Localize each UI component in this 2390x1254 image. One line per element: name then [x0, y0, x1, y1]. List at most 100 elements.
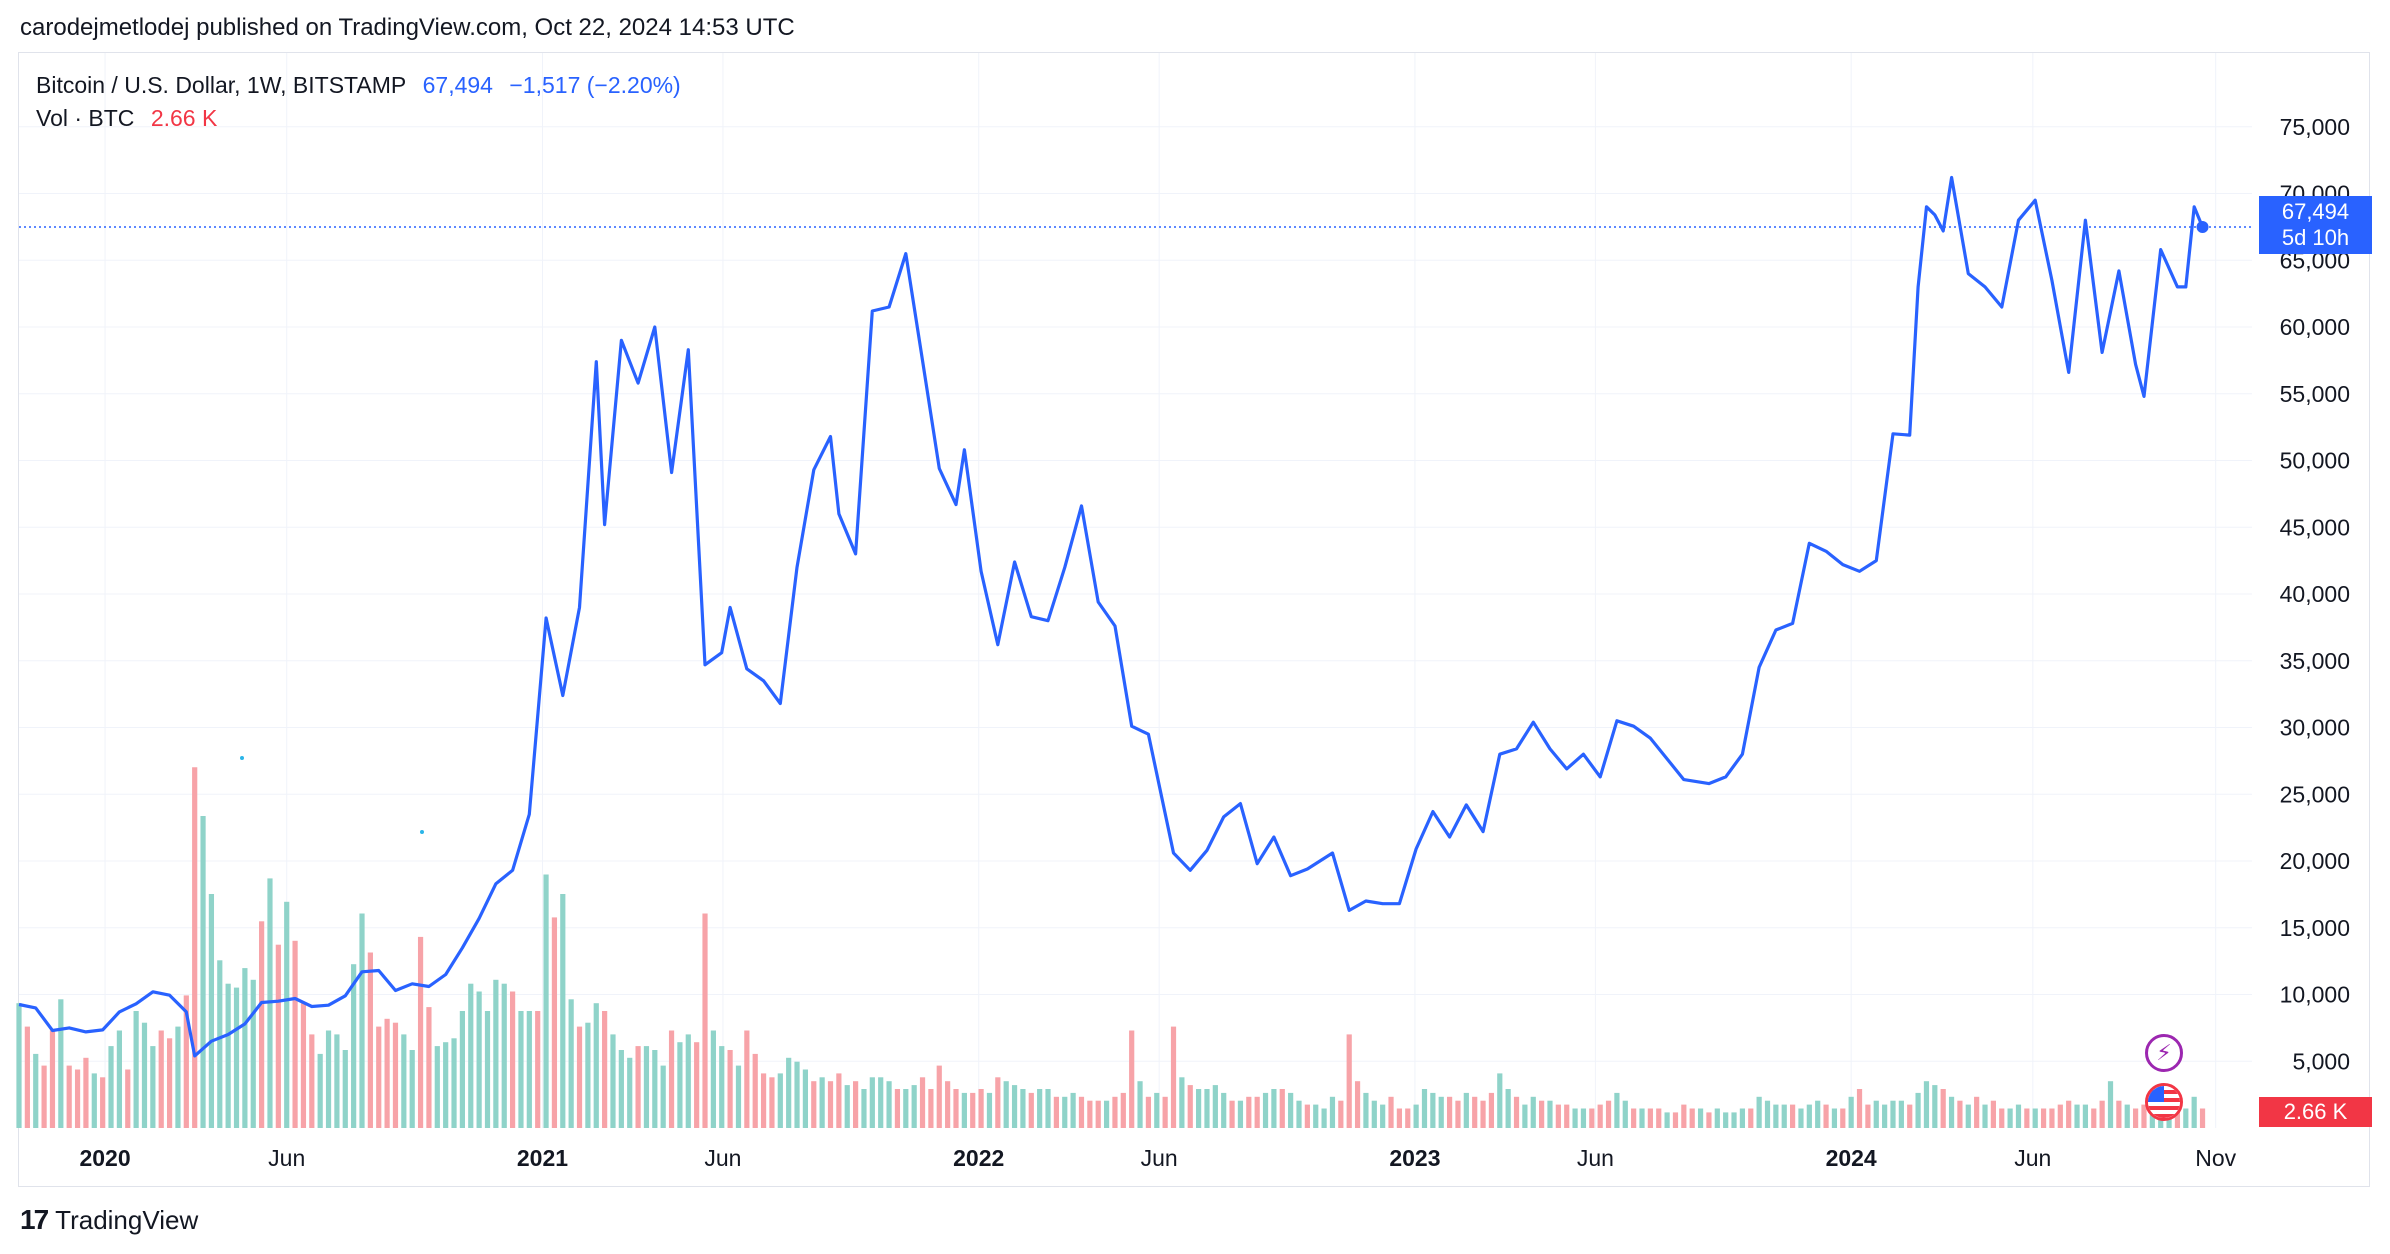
volume-bar [24, 1026, 30, 1128]
volume-bar [83, 1057, 89, 1128]
volume-bar [409, 1050, 415, 1128]
volume-bar [1463, 1092, 1469, 1128]
volume-bar [1798, 1108, 1804, 1128]
volume-bar [568, 999, 574, 1128]
volume-bar [292, 940, 298, 1128]
volume-bar [334, 1034, 340, 1128]
chart-frame [18, 52, 2370, 1187]
volume-bar [1605, 1100, 1612, 1128]
volume-bar [91, 1073, 97, 1128]
volume-bar [1672, 1112, 1679, 1128]
volume-bar [1706, 1112, 1712, 1128]
volume-bar [970, 1092, 976, 1128]
volume-bar [1438, 1096, 1444, 1128]
volume-badge: 2.66 K [2259, 1097, 2372, 1127]
volume-bar [1932, 1085, 1938, 1128]
y-tick-label: 5,000 [2292, 1048, 2350, 1074]
volume-bar [1656, 1108, 1662, 1128]
volume-bar [1254, 1096, 1260, 1128]
x-tick-label: 2024 [1826, 1145, 1877, 1171]
volume-bar [844, 1085, 850, 1128]
volume-bar [1647, 1108, 1653, 1128]
volume-bar [1731, 1112, 1737, 1128]
volume-bar [1831, 1108, 1838, 1128]
volume-bar [1196, 1089, 1202, 1128]
volume-bar [1513, 1096, 1520, 1128]
volume-bar [242, 968, 248, 1128]
tradingview-mark-icon: 17 [20, 1204, 49, 1235]
volume-bar [2116, 1100, 2122, 1128]
volume-bar [2057, 1104, 2063, 1128]
volume-bar [2124, 1104, 2130, 1128]
y-tick-label: 75,000 [2280, 114, 2350, 140]
y-tick-label: 15,000 [2280, 915, 2350, 941]
volume-bar [2040, 1108, 2047, 1128]
volume-bar [928, 1089, 934, 1128]
volume-bar [1346, 1034, 1352, 1128]
volume-bar [2107, 1081, 2114, 1128]
volume-bar [1764, 1100, 1771, 1128]
volume-bar [560, 894, 566, 1128]
volume-bar [1145, 1096, 1152, 1128]
volume-bar [727, 1050, 733, 1128]
volume-bar [1446, 1096, 1453, 1128]
volume-bar [1547, 1100, 1553, 1128]
tradingview-brand: TradingView [55, 1204, 199, 1235]
volume-bar [1413, 1104, 1419, 1128]
us-flag-icon[interactable] [2145, 1083, 2183, 1121]
volume-bar [861, 1089, 867, 1128]
published-byline: carodejmetlodej published on TradingView… [20, 14, 795, 41]
volume-bar [1204, 1089, 1210, 1128]
volume-bar [1237, 1100, 1244, 1128]
volume-bar [501, 983, 507, 1128]
volume-bar [484, 1011, 491, 1128]
x-tick-label: 2021 [517, 1145, 568, 1171]
volume-bar [1806, 1104, 1812, 1128]
volume-bar [945, 1081, 951, 1128]
volume-bar [769, 1077, 775, 1128]
volume-bar [275, 944, 281, 1128]
volume-bar [1212, 1085, 1218, 1128]
volume-bar [1162, 1096, 1168, 1128]
volume-bar [1003, 1081, 1009, 1128]
lightning-icon[interactable]: ⚡ [2145, 1034, 2183, 1072]
y-tick-label: 60,000 [2280, 314, 2350, 340]
volume-bar [1622, 1100, 1628, 1128]
volume-bar [618, 1050, 624, 1128]
volume-bar [1179, 1077, 1185, 1128]
volume-bar [1062, 1096, 1068, 1128]
volume-bar [777, 1073, 783, 1128]
last-price-dot [2196, 220, 2209, 233]
volume-bar [509, 991, 516, 1128]
volume-bar [2074, 1104, 2080, 1128]
volume-bar [694, 1042, 700, 1128]
volume-bar [493, 979, 499, 1128]
x-tick-label: Jun [2014, 1145, 2051, 1171]
volume-bar [133, 1011, 139, 1128]
volume-bar [1773, 1104, 1779, 1128]
volume-bar [986, 1092, 993, 1128]
volume-bar [1037, 1089, 1043, 1128]
x-tick-label: 2022 [953, 1145, 1004, 1171]
volume-bar [811, 1081, 817, 1128]
volume-bar [2199, 1108, 2206, 1128]
volume-bar [551, 917, 558, 1128]
volume-bar [1965, 1104, 1971, 1128]
volume-bar [166, 1038, 173, 1128]
volume-bar [953, 1089, 959, 1128]
volume-bar [1555, 1104, 1561, 1128]
volume-bar [342, 1050, 348, 1128]
volume-bar [1103, 1100, 1110, 1128]
volume-bar [2082, 1104, 2089, 1128]
volume-bar [401, 1034, 407, 1128]
tradingview-logo[interactable]: 17 TradingView [20, 1204, 198, 1236]
volume-bar [1480, 1100, 1486, 1128]
volume-bar [2133, 1108, 2139, 1128]
volume-bar [1304, 1104, 1310, 1128]
y-tick-label: 20,000 [2280, 848, 2350, 874]
volume-bar [66, 1065, 72, 1128]
volume-bar [1840, 1108, 1846, 1128]
volume-bar [1221, 1092, 1227, 1128]
legend-symbol: Bitcoin / U.S. Dollar, 1W, BITSTAMP [36, 72, 407, 98]
